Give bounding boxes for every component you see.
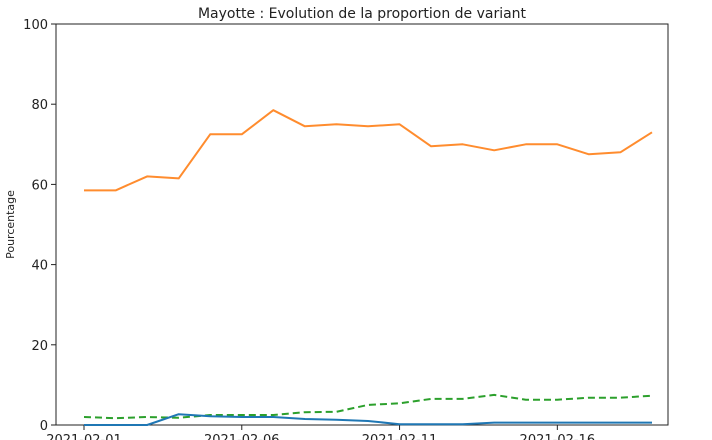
x-tick-label: 2021-02-01 bbox=[46, 433, 122, 440]
series-line-1 bbox=[84, 109, 653, 192]
x-tick-label: 2021-02-16 bbox=[520, 433, 596, 440]
y-tick-label: 60 bbox=[31, 178, 48, 193]
y-tick-label: 40 bbox=[31, 259, 48, 274]
y-tick-label: 80 bbox=[31, 98, 48, 113]
y-tick-label: 20 bbox=[31, 339, 48, 354]
x-tick-label: 2021-02-06 bbox=[204, 433, 280, 440]
chart-title: Mayotte : Evolution de la proportion de … bbox=[198, 6, 527, 22]
x-tick-label: 2021-02-11 bbox=[362, 433, 438, 440]
y-axis-label: Pourcentage bbox=[4, 190, 17, 259]
series-line-3 bbox=[84, 413, 652, 426]
x-axis-ticks: 2021-02-01 2021-02-06 2021-02-11 2021-02-16 bbox=[46, 425, 595, 440]
y-tick-label: 0 bbox=[40, 419, 48, 434]
y-tick-label: 100 bbox=[23, 18, 48, 33]
plot-area-border bbox=[55, 23, 669, 426]
y-axis-ticks: 0 20 40 60 80 100 bbox=[23, 18, 56, 434]
series-layer bbox=[83, 109, 653, 426]
plot-frame bbox=[55, 23, 669, 426]
series-line-2 bbox=[83, 393, 653, 420]
